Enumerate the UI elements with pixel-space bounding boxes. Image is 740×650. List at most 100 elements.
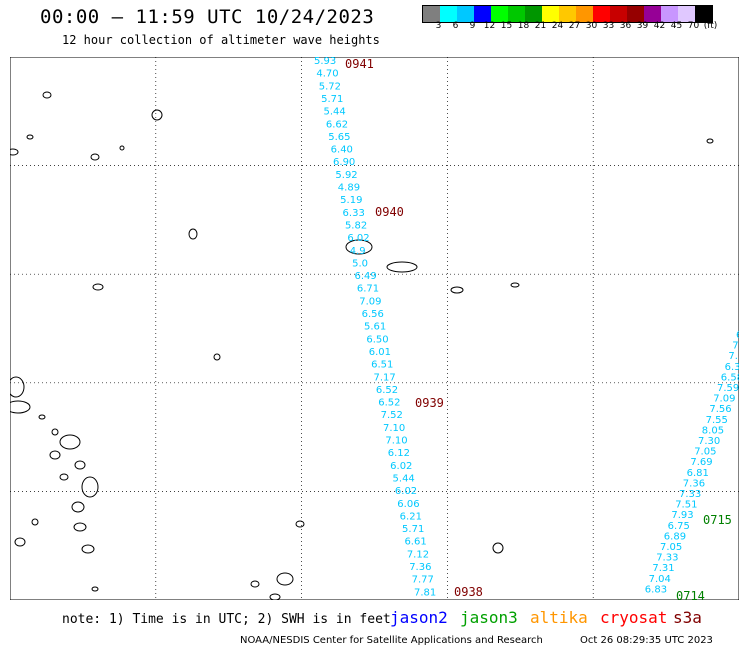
island-outline xyxy=(10,400,31,414)
track-1-value: 5.93 xyxy=(314,57,336,67)
pass-time-label: 0938 xyxy=(454,585,483,599)
track-1-value: 6.02 xyxy=(395,486,417,497)
scale-label: 6 xyxy=(452,21,459,31)
scale-label: 42 xyxy=(653,21,666,31)
scale-swatch xyxy=(661,6,678,22)
track-1-value: 4.70 xyxy=(316,69,338,80)
track-2-value: 7.69 xyxy=(690,457,712,468)
track-2-value: 6.58 xyxy=(721,372,739,383)
scale-label: 70 xyxy=(687,21,700,31)
island-outline xyxy=(213,353,221,361)
island-outline xyxy=(119,145,125,151)
island-outline xyxy=(386,261,418,273)
legend-jason3: jason3 xyxy=(460,608,518,627)
track-1-value: 5.19 xyxy=(340,195,362,206)
island-outline xyxy=(81,476,99,498)
track-1-value: 5.92 xyxy=(335,170,357,181)
scale-label: 18 xyxy=(517,21,530,31)
track-1-value: 6.61 xyxy=(404,537,426,548)
island-outline xyxy=(295,520,305,528)
scale-swatch xyxy=(610,6,627,22)
track-2-value: 7.05 xyxy=(694,447,716,458)
pass-time-label: 0941 xyxy=(345,57,374,71)
generated-timestamp: Oct 26 08:29:35 UTC 2023 xyxy=(580,635,713,646)
track-2-value: 7.51 xyxy=(675,500,697,511)
track-2-value: 7.33 xyxy=(679,489,701,500)
altimeter-tracks: 5.934.705.725.715.446.625.656.406.905.92… xyxy=(314,57,739,598)
track-1-value: 6.52 xyxy=(378,398,400,409)
scale-label: 39 xyxy=(636,21,649,31)
track-1-value: 7.10 xyxy=(385,436,407,447)
track-2-value: 7.56 xyxy=(709,404,731,415)
track-1-value: 5.61 xyxy=(364,322,386,333)
track-1-value: 6.12 xyxy=(388,448,410,459)
island-outline xyxy=(91,586,99,592)
scale-swatch xyxy=(576,6,593,22)
island-outline xyxy=(450,286,464,294)
island-outline xyxy=(38,414,46,420)
scale-swatch xyxy=(525,6,542,22)
track-1-value: 6.02 xyxy=(390,461,412,472)
island-outline xyxy=(345,239,373,255)
island-outline xyxy=(74,460,86,470)
track-1-value: 7.09 xyxy=(359,296,381,307)
track-1-value: 5.82 xyxy=(345,220,367,231)
track-1-value: 6.52 xyxy=(376,385,398,396)
track-1-value: 6.40 xyxy=(331,145,353,156)
scale-label: 3 xyxy=(435,21,442,31)
scale-swatch xyxy=(627,6,644,22)
track-2-value: 6.3 xyxy=(725,362,739,373)
legend-s3a: s3a xyxy=(673,608,702,627)
wave-height-map: 5.934.705.725.715.446.625.656.406.905.92… xyxy=(10,57,739,600)
track-1-value: 6.49 xyxy=(354,271,376,282)
track-1-value: 6.21 xyxy=(400,511,422,522)
track-2-value: 7.05 xyxy=(660,542,682,553)
scale-swatch xyxy=(457,6,474,22)
chart-subtitle: 12 hour collection of altimeter wave hei… xyxy=(62,33,380,47)
track-2-value: 7.09 xyxy=(713,394,735,405)
track-2-value: 6.89 xyxy=(664,531,686,542)
track-1-value: 4.9 xyxy=(350,246,366,257)
island-outline xyxy=(276,572,294,586)
island-outline xyxy=(59,434,81,450)
scale-swatch xyxy=(593,6,610,22)
island-outline xyxy=(10,148,19,156)
scale-swatch xyxy=(491,6,508,22)
track-1-value: 5.44 xyxy=(393,473,415,484)
track-1-value: 6.51 xyxy=(371,360,393,371)
track-1-value: 7.10 xyxy=(383,423,405,434)
scale-swatch xyxy=(440,6,457,22)
track-1-value: 6.50 xyxy=(366,334,388,345)
track-1-value: 6.01 xyxy=(369,347,391,358)
track-1-value: 7.17 xyxy=(374,372,396,383)
pass-time-label: 0940 xyxy=(375,205,404,219)
track-1-value: 7.52 xyxy=(381,410,403,421)
track-2-value: 7.36 xyxy=(683,478,705,489)
track-1-value: 5.71 xyxy=(321,94,343,105)
scale-swatch xyxy=(559,6,576,22)
legend-cryosat: cryosat xyxy=(600,608,668,627)
legend-altika: altika xyxy=(530,608,588,627)
islands xyxy=(10,91,714,600)
scale-label: 45 xyxy=(670,21,683,31)
track-1-value: 7.12 xyxy=(407,549,429,560)
color-scale-bar xyxy=(422,5,713,23)
pass-time-label: 0939 xyxy=(415,396,444,410)
scale-label: (ft) xyxy=(703,21,718,31)
island-outline xyxy=(269,593,281,600)
island-outline xyxy=(31,518,39,526)
track-1-value: 5.44 xyxy=(324,107,346,118)
track-2-value: 7.30 xyxy=(698,436,720,447)
track-1-value: 6.02 xyxy=(347,233,369,244)
track-2-value: 7.93 xyxy=(671,510,693,521)
island-outline xyxy=(71,501,85,513)
scale-swatch xyxy=(695,6,712,22)
track-1-value: 6.62 xyxy=(326,119,348,130)
island-outline xyxy=(26,134,34,140)
track-1-value: 6.56 xyxy=(362,309,384,320)
scale-swatch xyxy=(474,6,491,22)
track-2-value: 8.05 xyxy=(702,425,724,436)
island-outline xyxy=(510,282,520,288)
scale-label: 15 xyxy=(500,21,513,31)
island-outline xyxy=(188,228,198,240)
